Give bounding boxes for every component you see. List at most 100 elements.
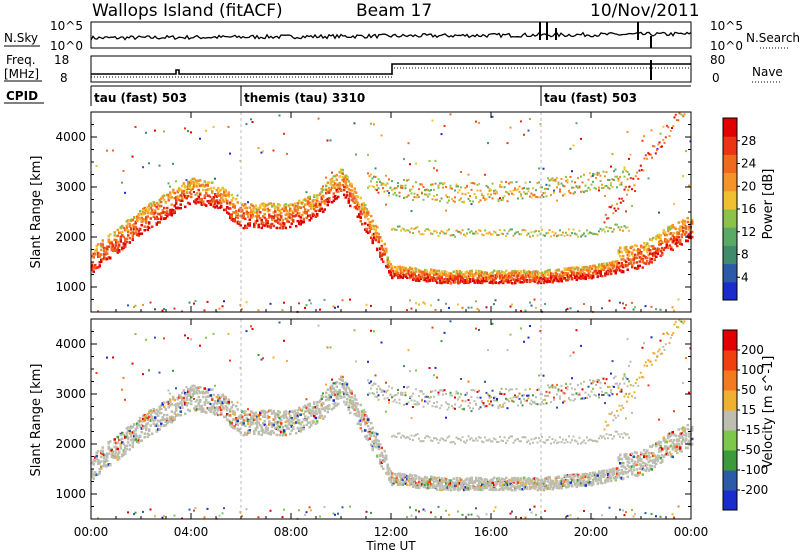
range-cell <box>481 276 484 280</box>
range-cell <box>440 274 443 277</box>
range-cell <box>556 277 559 281</box>
range-cell <box>430 183 432 186</box>
range-cell <box>382 247 385 251</box>
range-cell <box>442 186 444 189</box>
range-cell <box>539 277 542 280</box>
range-cell <box>413 271 416 275</box>
range-cell <box>94 460 97 463</box>
range-cell <box>629 153 632 156</box>
range-cell <box>463 273 466 276</box>
range-cell <box>331 378 333 381</box>
range-cell <box>497 281 500 285</box>
range-cell <box>544 187 546 190</box>
range-cell <box>229 410 232 413</box>
range-cell <box>425 483 428 487</box>
range-cell <box>520 270 523 273</box>
range-cell <box>614 209 617 212</box>
range-cell <box>367 223 370 227</box>
range-cell <box>124 449 127 453</box>
range-cell <box>647 152 650 155</box>
range-cell <box>434 485 437 489</box>
range-cell <box>562 277 565 280</box>
range-cell <box>416 482 419 485</box>
range-cell <box>116 246 119 249</box>
range-cell <box>196 405 199 408</box>
range-cell <box>233 205 236 209</box>
range-cell <box>490 193 492 196</box>
range-cell <box>340 168 343 171</box>
range-cell <box>343 382 346 386</box>
range-cell <box>448 199 450 202</box>
range-cell <box>640 244 643 248</box>
range-cell <box>370 236 373 239</box>
range-cell <box>490 233 492 236</box>
range-cell <box>163 337 165 340</box>
range-cell <box>140 420 143 423</box>
range-cell <box>202 200 205 203</box>
range-cell <box>115 241 118 244</box>
range-cell <box>655 249 658 252</box>
range-cell <box>463 275 466 278</box>
range-cell <box>455 277 458 280</box>
range-cell <box>410 275 413 278</box>
range-cell <box>298 419 301 422</box>
range-cell <box>197 183 200 186</box>
range-cell <box>502 233 504 235</box>
range-cell <box>584 265 587 269</box>
range-cell <box>265 424 268 428</box>
range-cell <box>611 260 614 264</box>
range-cell <box>103 462 106 465</box>
range-cell <box>374 440 377 444</box>
range-cell <box>223 395 226 398</box>
range-cell <box>142 373 144 376</box>
range-cell <box>355 407 358 410</box>
range-cell <box>140 223 143 227</box>
range-cell <box>205 390 208 394</box>
range-cell <box>443 281 446 284</box>
range-cell <box>505 190 507 193</box>
range-cell <box>671 224 674 227</box>
range-cell <box>658 211 660 214</box>
range-cell <box>593 173 596 176</box>
range-cell <box>284 424 287 428</box>
range-cell <box>257 354 260 356</box>
range-cell <box>274 417 277 420</box>
range-cell <box>640 252 643 255</box>
range-cell <box>256 415 258 418</box>
range-cell <box>172 369 174 372</box>
range-cell <box>548 229 551 232</box>
range-cell <box>194 400 197 403</box>
range-cell <box>328 189 331 193</box>
range-cell <box>175 196 178 199</box>
range-cell <box>401 184 404 187</box>
range-cell <box>284 420 287 424</box>
range-cell <box>344 196 347 199</box>
range-cell <box>386 389 389 392</box>
range-cell <box>286 220 289 223</box>
range-cell <box>121 234 124 237</box>
range-cell <box>335 190 338 193</box>
range-cell <box>244 203 247 206</box>
range-cell <box>205 411 208 414</box>
range-cell <box>169 418 172 421</box>
range-cell <box>572 268 575 271</box>
range-cell <box>154 217 157 220</box>
range-cell <box>553 276 556 279</box>
range-cell <box>551 280 554 284</box>
range-cell <box>323 415 326 418</box>
range-cell <box>395 393 398 396</box>
range-cell <box>263 415 266 418</box>
range-cell <box>325 188 328 191</box>
range-cell <box>362 408 365 412</box>
range-cell <box>395 228 398 231</box>
range-cell <box>515 275 518 278</box>
range-cell <box>287 411 290 414</box>
range-cell <box>461 201 464 203</box>
range-cell <box>293 208 296 211</box>
range-cell <box>364 207 367 210</box>
range-cell <box>251 422 254 425</box>
range-cell <box>395 186 398 189</box>
range-cell <box>287 422 290 426</box>
range-cell <box>614 260 617 263</box>
range-cell <box>467 272 470 275</box>
